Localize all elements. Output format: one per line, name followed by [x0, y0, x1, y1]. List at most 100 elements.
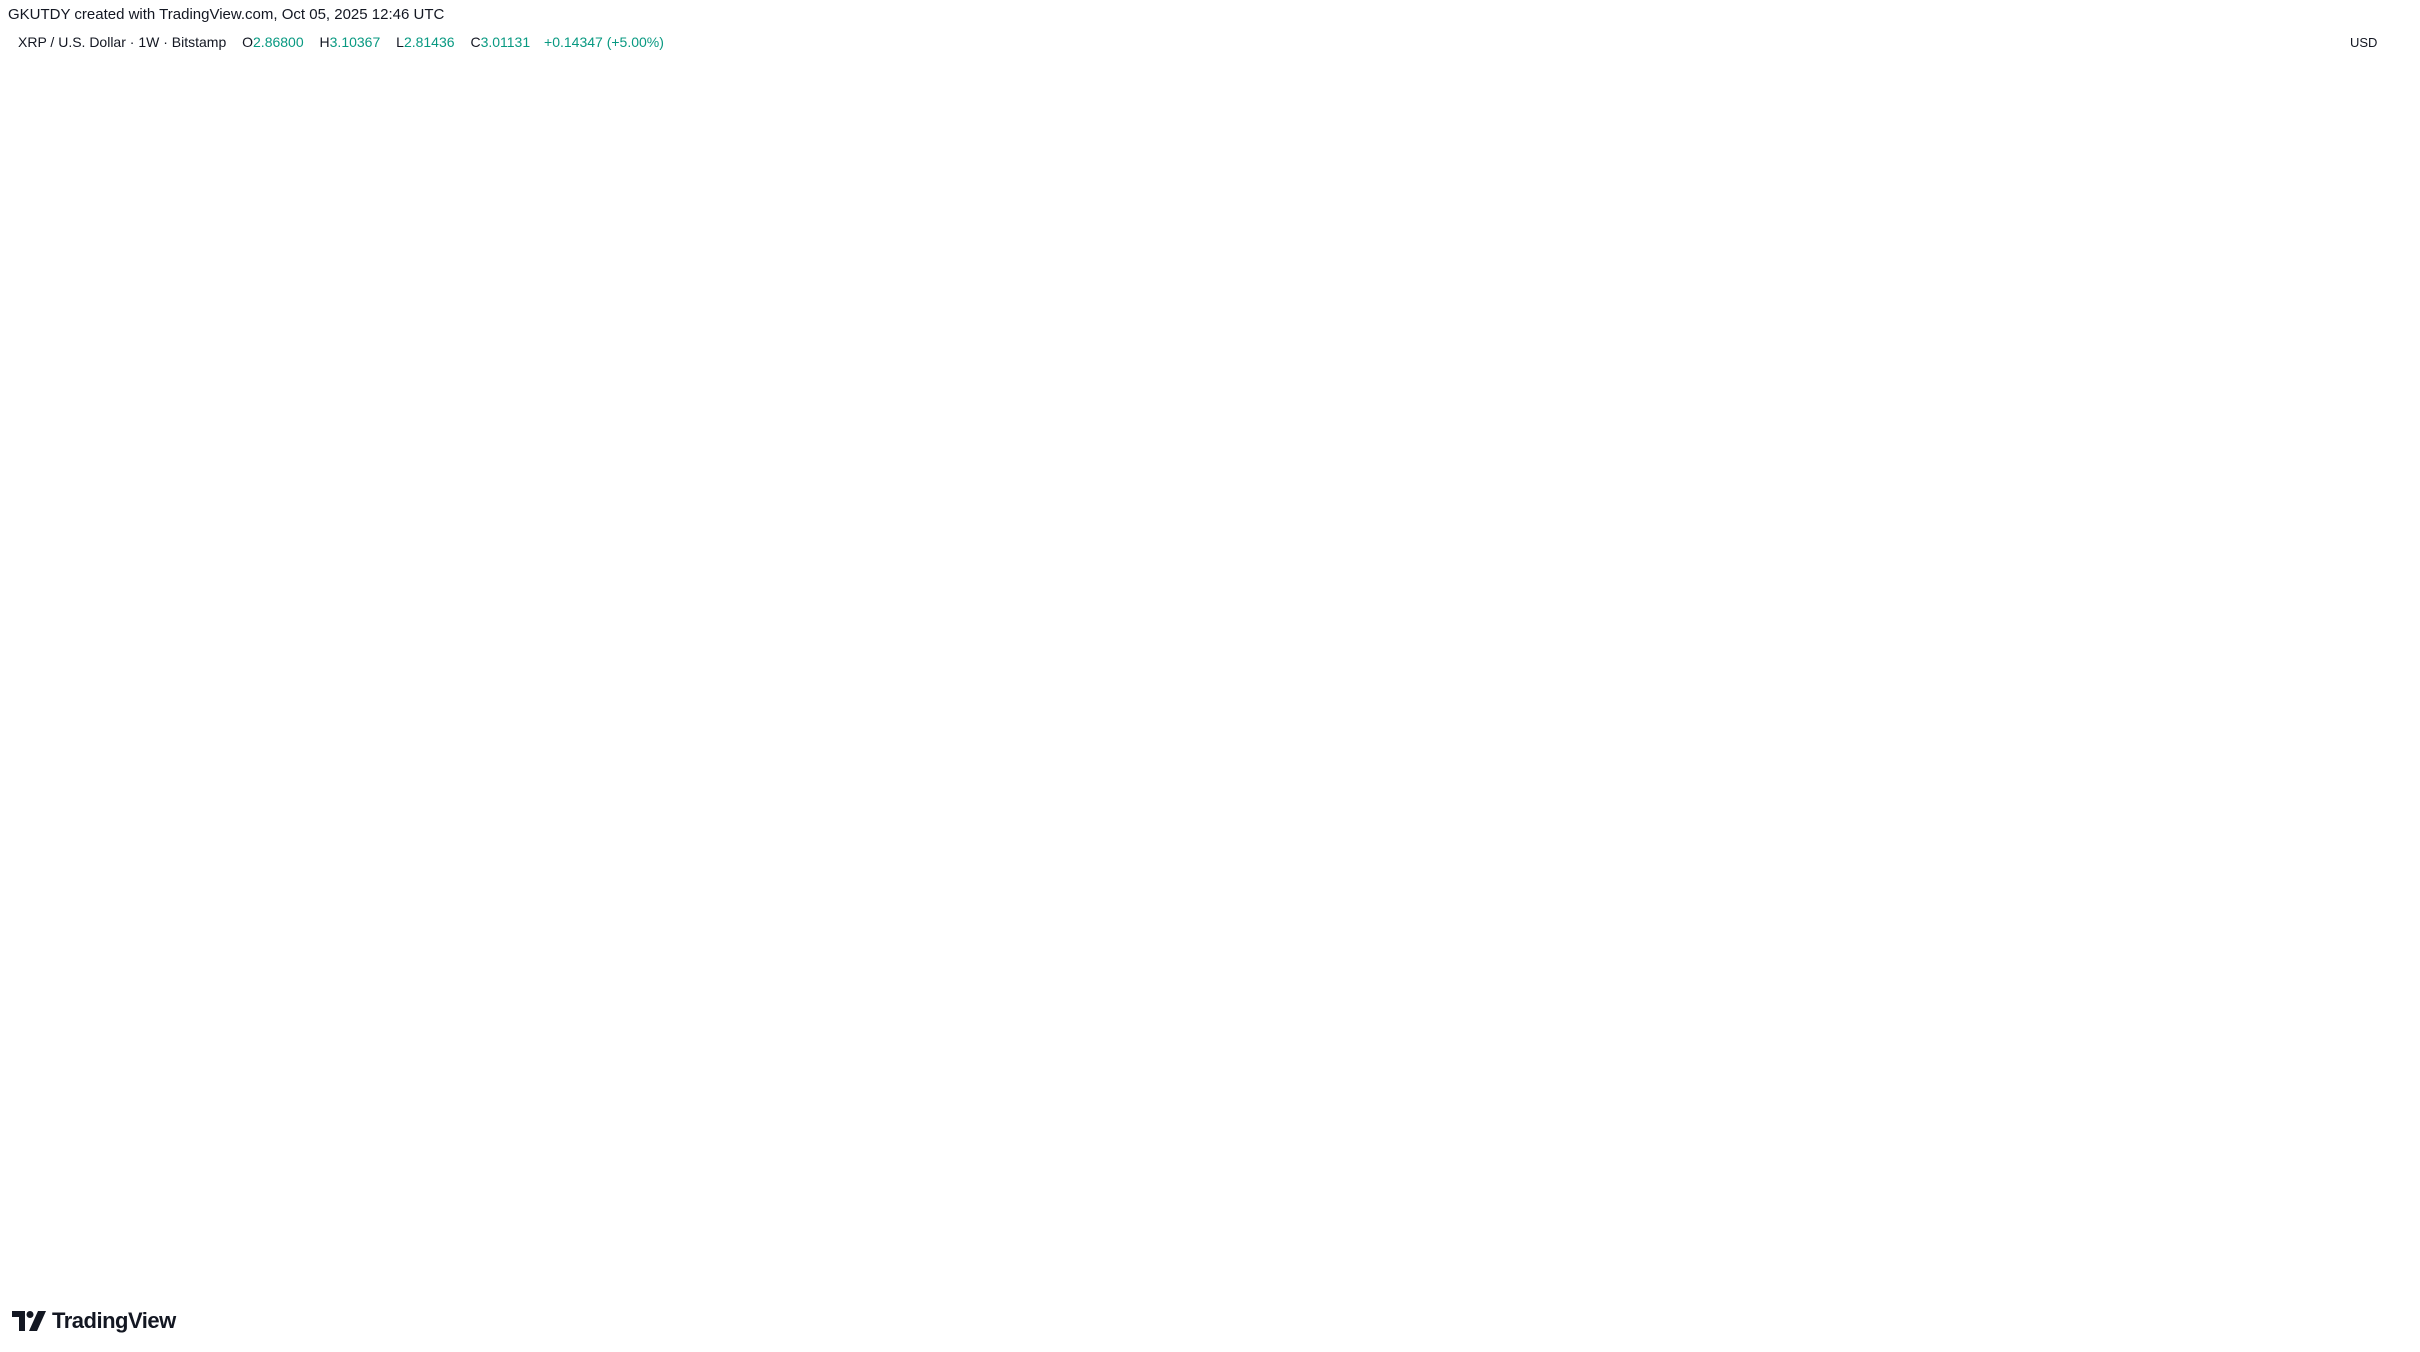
candle-body [1663, 489, 1686, 528]
candle[interactable] [658, 922, 681, 931]
candle-body [859, 426, 882, 463]
candle[interactable] [357, 905, 379, 919]
currency-label[interactable]: USD [2350, 35, 2378, 50]
candle[interactable] [1228, 323, 1250, 583]
candle[interactable] [1362, 460, 1384, 559]
candle[interactable] [89, 932, 111, 958]
candle[interactable] [1127, 383, 1150, 626]
candle[interactable] [625, 914, 647, 933]
candle[interactable] [2099, 314, 2121, 386]
candle[interactable] [0, 927, 11, 936]
candle[interactable] [2032, 246, 2054, 331]
candle[interactable] [1998, 239, 2021, 353]
candle[interactable] [1295, 457, 1317, 595]
candle[interactable] [1596, 412, 1619, 497]
candle[interactable] [2266, 305, 2289, 376]
candle[interactable] [2199, 318, 2222, 341]
candle[interactable] [1730, 486, 1753, 550]
candle[interactable] [591, 913, 614, 923]
price-tick-label: 2.60000 [2352, 419, 2403, 435]
candle[interactable] [390, 913, 413, 929]
candle[interactable] [1898, 170, 1920, 379]
candle[interactable] [2065, 302, 2088, 382]
candle[interactable] [1764, 508, 1786, 590]
candle[interactable] [725, 747, 748, 914]
us-flag-event-icon[interactable] [2265, 1240, 2287, 1262]
candle[interactable] [189, 898, 212, 911]
candle[interactable] [122, 913, 145, 952]
grid [0, 0, 2411, 1291]
candle[interactable] [1496, 498, 1518, 554]
candle[interactable] [1328, 431, 1351, 526]
candle[interactable] [859, 424, 882, 595]
candle[interactable] [1261, 337, 1284, 542]
candle[interactable] [1630, 457, 1652, 504]
candle[interactable] [223, 891, 245, 927]
candle[interactable] [826, 354, 848, 530]
bollinger-bands [0, 147, 2278, 1164]
candle[interactable] [2132, 347, 2155, 406]
candle-body [323, 906, 346, 916]
candle[interactable] [1563, 472, 1585, 554]
candle-body [290, 914, 312, 918]
upper-band-line [0, 147, 2278, 905]
candle[interactable] [1697, 501, 1719, 557]
candle[interactable] [156, 896, 178, 926]
candle[interactable] [491, 890, 513, 912]
candle[interactable] [1429, 513, 1451, 665]
symbol-legend: XRP / U.S. Dollar · 1W · Bitstamp O2.868… [18, 34, 664, 50]
candle[interactable] [1027, 234, 1049, 492]
candle[interactable] [692, 901, 714, 932]
us-flag-event-icon[interactable] [2299, 1240, 2321, 1262]
candle[interactable] [1831, 493, 1853, 528]
basis-price-label-value: 2.73873 [2288, 385, 2339, 401]
candle-body [357, 906, 379, 919]
candle[interactable] [1965, 251, 1987, 396]
candle[interactable] [256, 896, 279, 955]
candle[interactable] [960, 448, 982, 573]
candle[interactable] [1194, 383, 1217, 458]
candle[interactable] [55, 933, 78, 939]
candle[interactable] [1395, 496, 1418, 602]
time-tick-label: Apr [1429, 1270, 1451, 1286]
candle[interactable] [926, 486, 949, 554]
time-axis[interactable]: 17 Jul 15 Aug 19 Sep 16 Oct 21 Nov 18 Dec 16 2025 20 Fe… [25, 1270, 2322, 1286]
candle[interactable] [323, 898, 346, 916]
candle[interactable] [524, 893, 547, 928]
candle[interactable] [993, 426, 1016, 523]
candle-body [223, 906, 245, 925]
candle[interactable] [1060, 244, 1083, 353]
candle[interactable] [290, 909, 312, 918]
candle-body [1060, 326, 1083, 341]
candle[interactable] [893, 397, 915, 566]
candle-body [2065, 309, 2088, 327]
candle[interactable] [1663, 481, 1686, 552]
price-axis[interactable]: 4.00000 3.80000 3.60000 3.40000 3.20000 3.000… [2352, 83, 2411, 1250]
candle[interactable] [792, 486, 815, 744]
candle[interactable] [558, 918, 580, 925]
candle[interactable] [457, 902, 480, 915]
lightning-event-icon[interactable] [2264, 1215, 2288, 1237]
candle[interactable] [1931, 174, 1954, 374]
tradingview-logo[interactable]: TradingView [12, 1308, 176, 1334]
candle-body [960, 474, 982, 550]
candle[interactable] [1864, 340, 1887, 509]
candle[interactable] [2233, 297, 2255, 406]
time-tick-label: 16 [1767, 1270, 1783, 1286]
candle[interactable] [1094, 280, 1116, 458]
candle[interactable] [22, 924, 44, 937]
price-tick-label: 0.40000 [2352, 946, 2403, 962]
price-tick-label: 3.60000 [2352, 179, 2403, 195]
candle[interactable] [2166, 285, 2188, 365]
candle[interactable] [1462, 522, 1485, 562]
candle[interactable] [1161, 369, 1183, 494]
candle[interactable] [424, 906, 446, 924]
candle[interactable] [1797, 517, 1820, 578]
candle-body [390, 918, 413, 924]
candle[interactable] [1529, 486, 1552, 538]
symbol-title[interactable]: XRP / U.S. Dollar · 1W · Bitstamp [18, 34, 227, 50]
time-tick-label: Sep [389, 1270, 414, 1286]
candle[interactable] [759, 659, 781, 799]
